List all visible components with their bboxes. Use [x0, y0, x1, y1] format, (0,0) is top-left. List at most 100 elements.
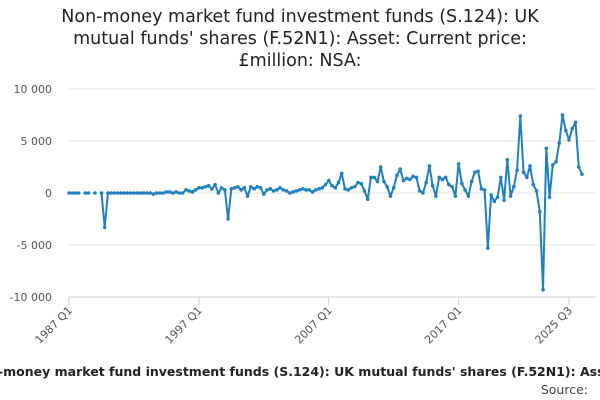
data-point[interactable] — [102, 225, 107, 230]
data-point[interactable] — [447, 182, 451, 187]
data-point[interactable] — [258, 186, 263, 190]
data-point[interactable] — [236, 184, 240, 189]
data-point[interactable] — [385, 184, 389, 189]
data-point[interactable] — [148, 191, 152, 195]
data-point[interactable] — [499, 175, 503, 180]
data-point[interactable] — [550, 163, 555, 167]
data-point[interactable] — [456, 162, 461, 166]
data-point[interactable] — [255, 184, 260, 189]
data-point[interactable] — [346, 188, 351, 192]
data-point[interactable] — [489, 193, 493, 197]
data-point[interactable] — [580, 172, 584, 177]
data-point[interactable] — [343, 187, 347, 191]
data-point[interactable] — [245, 194, 250, 198]
data-point[interactable] — [473, 170, 477, 174]
data-point[interactable] — [557, 141, 562, 145]
data-point[interactable] — [242, 186, 247, 190]
data-point[interactable] — [158, 191, 162, 195]
data-point[interactable] — [411, 174, 415, 179]
data-point[interactable] — [193, 188, 198, 192]
data-point[interactable] — [521, 170, 526, 174]
data-point[interactable] — [395, 173, 399, 178]
data-point[interactable] — [359, 181, 364, 186]
data-point[interactable] — [560, 113, 565, 117]
data-point[interactable] — [541, 287, 545, 292]
data-point[interactable] — [190, 190, 195, 194]
data-point[interactable] — [141, 191, 146, 195]
data-point[interactable] — [154, 191, 159, 195]
data-point[interactable] — [421, 191, 425, 195]
data-point[interactable] — [486, 246, 490, 250]
data-point[interactable] — [313, 188, 318, 192]
data-point[interactable] — [330, 183, 334, 188]
data-point[interactable] — [573, 120, 578, 125]
data-point[interactable] — [115, 191, 120, 195]
data-point[interactable] — [372, 175, 377, 180]
data-point[interactable] — [356, 180, 360, 185]
data-point[interactable] — [70, 191, 75, 195]
data-point[interactable] — [151, 192, 156, 196]
data-point[interactable] — [281, 188, 286, 192]
data-point[interactable] — [570, 126, 575, 131]
data-point[interactable] — [287, 191, 292, 195]
data-point[interactable] — [112, 191, 117, 195]
data-point[interactable] — [216, 191, 221, 195]
data-point[interactable] — [174, 190, 178, 194]
data-point[interactable] — [414, 175, 419, 180]
data-point[interactable] — [515, 168, 519, 172]
data-point[interactable] — [508, 194, 513, 198]
data-point[interactable] — [460, 181, 464, 186]
data-point[interactable] — [495, 195, 500, 199]
data-point[interactable] — [443, 175, 448, 180]
data-point[interactable] — [83, 191, 88, 195]
data-point[interactable] — [437, 175, 441, 180]
data-point[interactable] — [430, 183, 435, 188]
data-point[interactable] — [138, 191, 143, 195]
data-point[interactable] — [180, 191, 185, 195]
data-point[interactable] — [388, 194, 393, 198]
data-point[interactable] — [502, 198, 506, 203]
data-point[interactable] — [323, 182, 328, 187]
data-point[interactable] — [203, 184, 208, 189]
data-point[interactable] — [223, 188, 227, 192]
data-point[interactable] — [382, 179, 386, 184]
data-point[interactable] — [284, 189, 289, 193]
data-point[interactable] — [450, 184, 454, 189]
data-point[interactable] — [534, 189, 539, 193]
data-point[interactable] — [512, 184, 516, 189]
data-point[interactable] — [326, 178, 331, 183]
data-point[interactable] — [544, 146, 549, 151]
data-point[interactable] — [463, 188, 467, 192]
data-point[interactable] — [310, 190, 315, 194]
data-point[interactable] — [67, 191, 71, 195]
data-point[interactable] — [171, 191, 175, 195]
data-point[interactable] — [206, 183, 211, 188]
data-point[interactable] — [336, 180, 341, 185]
data-point[interactable] — [200, 186, 204, 190]
data-point[interactable] — [576, 165, 581, 169]
data-point[interactable] — [476, 169, 480, 173]
data-point[interactable] — [93, 191, 97, 195]
data-point[interactable] — [239, 188, 243, 192]
data-point[interactable] — [528, 164, 532, 168]
data-point[interactable] — [265, 188, 269, 192]
data-point[interactable] — [333, 186, 338, 190]
data-point[interactable] — [86, 191, 91, 195]
data-point[interactable] — [109, 191, 114, 195]
data-point[interactable] — [135, 191, 139, 195]
data-point[interactable] — [469, 179, 474, 184]
data-point[interactable] — [187, 189, 191, 193]
data-point[interactable] — [275, 188, 279, 192]
data-point[interactable] — [398, 167, 402, 171]
data-point[interactable] — [554, 160, 558, 164]
data-point[interactable] — [164, 190, 169, 194]
data-point[interactable] — [232, 186, 237, 190]
data-point[interactable] — [375, 179, 380, 184]
data-point[interactable] — [317, 187, 321, 191]
data-point[interactable] — [184, 188, 188, 192]
data-point[interactable] — [125, 191, 130, 195]
data-point[interactable] — [352, 184, 357, 189]
data-point[interactable] — [119, 191, 123, 195]
data-point[interactable] — [369, 175, 373, 180]
data-point[interactable] — [73, 191, 78, 195]
